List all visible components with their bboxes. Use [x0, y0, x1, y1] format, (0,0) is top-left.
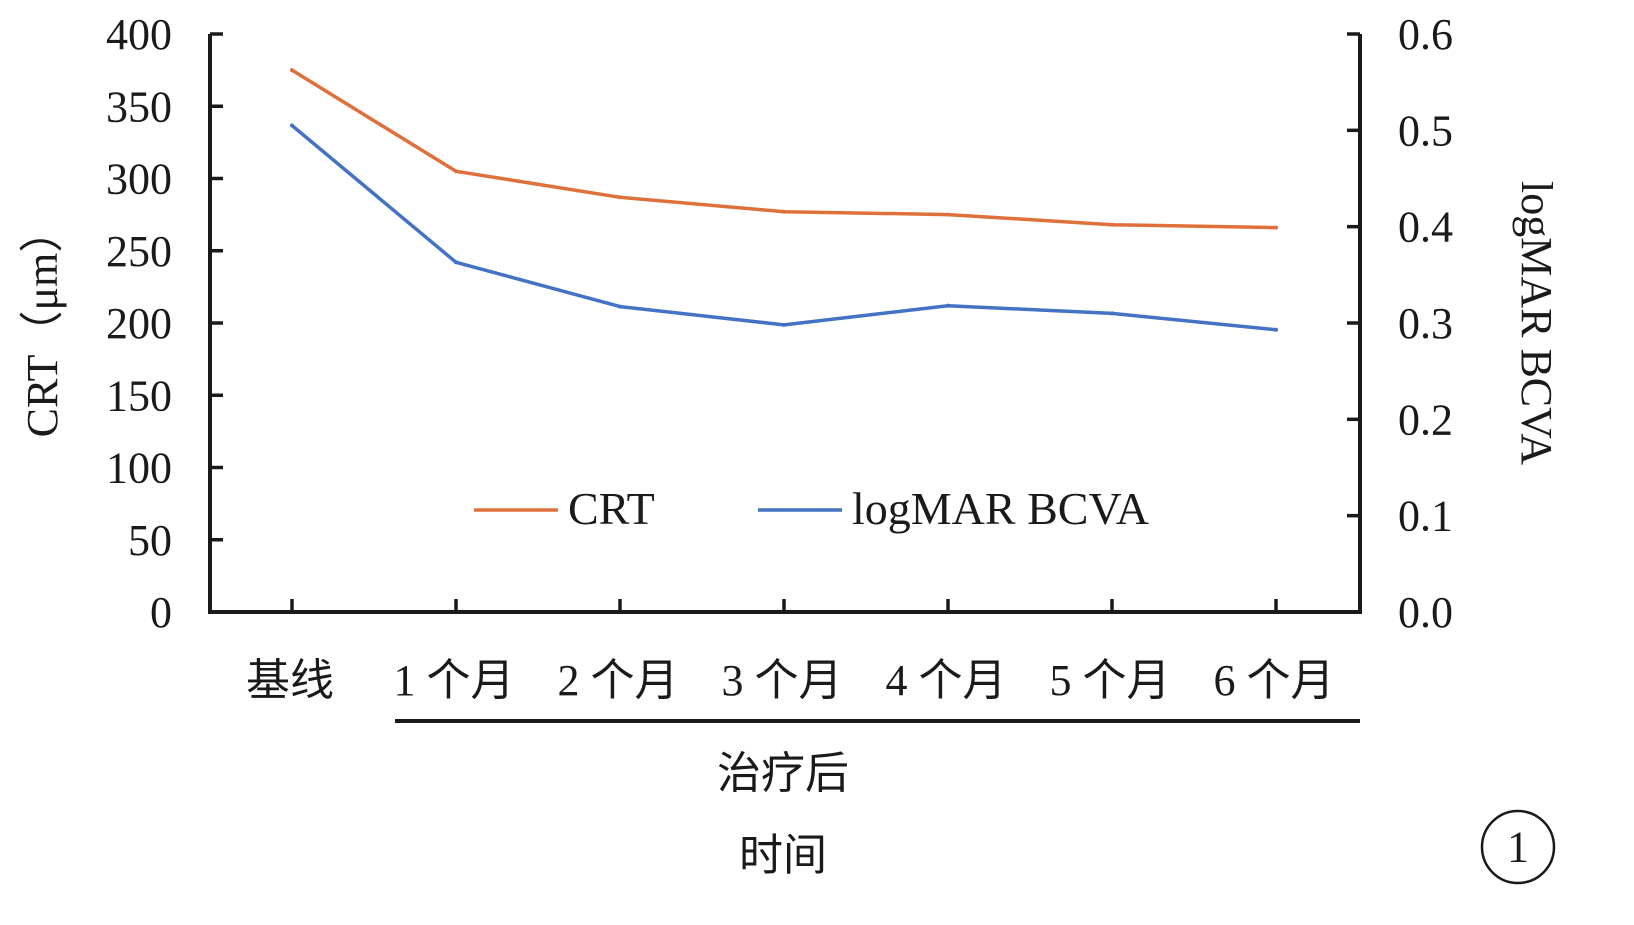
series-point	[946, 303, 950, 308]
left-tick-label: 300	[106, 155, 172, 204]
series-point	[454, 260, 458, 265]
left-tick-label: 350	[106, 82, 172, 131]
right-axis-ticks: 0.0 0.1 0.2 0.3 0.4 0.5 0.6	[1347, 10, 1453, 637]
x-tick-label: 基线	[246, 656, 334, 705]
series-point	[1110, 311, 1114, 316]
right-tick-label: 0.3	[1398, 299, 1453, 348]
left-y-axis-title: CRT（μm）	[18, 209, 67, 438]
left-tick-label: 200	[106, 299, 172, 348]
series-line-crt	[290, 68, 1278, 230]
legend-label: logMAR BCVA	[852, 483, 1149, 534]
series-point	[290, 123, 294, 128]
series-layer	[290, 68, 1278, 332]
x-tick-label: 2 个月	[558, 656, 679, 705]
panel-label-circle	[1480, 809, 1556, 885]
series-point	[1274, 327, 1278, 332]
left-tick-label: 150	[106, 371, 172, 420]
treatment-group-label: 治疗后	[717, 749, 849, 798]
right-tick-label: 0.2	[1398, 395, 1453, 444]
left-tick-label: 250	[106, 227, 172, 276]
left-tick-label: 100	[106, 444, 172, 493]
right-tick-label: 0.5	[1398, 106, 1453, 155]
right-tick-label: 0.0	[1398, 588, 1453, 637]
legend-label: CRT	[568, 483, 655, 534]
x-tick-label: 1 个月	[394, 656, 515, 705]
series-point	[618, 304, 622, 309]
right-tick-label: 0.6	[1398, 10, 1453, 59]
x-tick-label: 6 个月	[1214, 656, 1335, 705]
panel-label: 1	[1507, 823, 1529, 872]
series-point	[1274, 225, 1278, 230]
left-tick-label: 50	[128, 516, 172, 565]
series-point	[782, 322, 786, 327]
right-y-axis-title: logMAR BCVA	[1512, 181, 1561, 465]
left-tick-label: 400	[106, 10, 172, 59]
series-point	[946, 212, 950, 217]
left-axis-ticks: 0 50 100 150 200 250 300 350 400	[106, 10, 223, 637]
series-line-logmar-bcva	[290, 123, 1278, 332]
right-tick-label: 0.1	[1398, 492, 1453, 541]
series-point	[290, 68, 294, 73]
series-point	[454, 169, 458, 174]
series-point	[1110, 222, 1114, 227]
x-axis-ticks: 基线 1 个月 2 个月 3 个月 4 个月 5 个月 6 个月	[246, 599, 1335, 705]
legend: CRT logMAR BCVA	[474, 483, 1149, 534]
x-tick-label: 5 个月	[1050, 656, 1171, 705]
x-tick-label: 4 个月	[886, 656, 1007, 705]
x-axis-title: 时间	[739, 831, 827, 880]
series-point	[782, 209, 786, 214]
series-point	[618, 195, 622, 200]
right-tick-label: 0.4	[1398, 203, 1453, 252]
left-tick-label: 0	[150, 588, 172, 637]
x-tick-label: 3 个月	[722, 656, 843, 705]
